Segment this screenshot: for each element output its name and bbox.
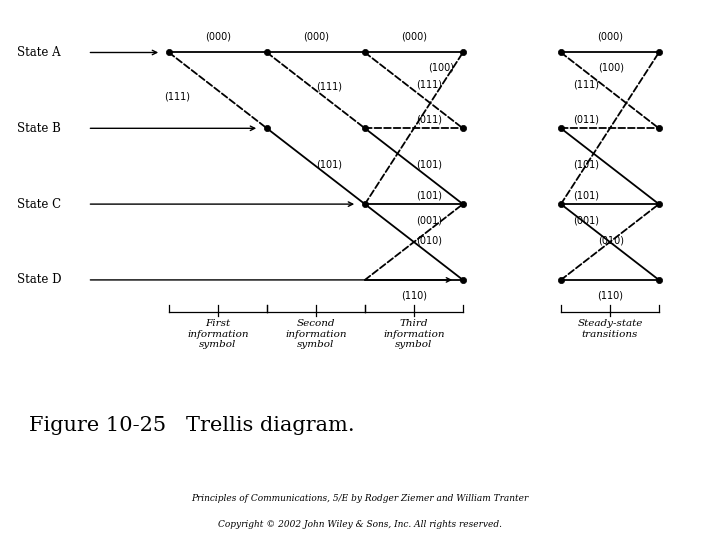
Text: (101): (101) [316, 160, 342, 170]
Text: (000): (000) [401, 32, 427, 42]
Text: Third
information
symbol: Third information symbol [383, 319, 445, 349]
Text: (101): (101) [416, 190, 442, 200]
Text: Principles of Communications, 5/E by Rodger Ziemer and William Tranter: Principles of Communications, 5/E by Rod… [192, 494, 528, 503]
Text: State D: State D [17, 273, 61, 286]
Text: First
information
symbol: First information symbol [187, 319, 248, 349]
Text: State B: State B [17, 122, 61, 135]
Text: (101): (101) [572, 190, 598, 200]
Text: (101): (101) [572, 160, 598, 170]
Text: (111): (111) [164, 91, 191, 102]
Text: Steady-state
transitions: Steady-state transitions [577, 319, 642, 339]
Text: (110): (110) [401, 291, 427, 301]
Text: State A: State A [17, 46, 60, 59]
Text: (101): (101) [416, 160, 442, 170]
Text: (011): (011) [572, 114, 598, 124]
Text: Figure 10-25   Trellis diagram.: Figure 10-25 Trellis diagram. [29, 416, 354, 435]
Text: (010): (010) [598, 235, 624, 246]
Text: (011): (011) [416, 114, 442, 124]
Text: (100): (100) [598, 63, 624, 73]
Text: (001): (001) [416, 216, 442, 226]
Text: Second
information
symbol: Second information symbol [285, 319, 346, 349]
Text: (000): (000) [205, 32, 231, 42]
Text: (000): (000) [597, 32, 623, 42]
Text: (111): (111) [416, 79, 442, 89]
Text: (111): (111) [572, 79, 598, 89]
Text: (110): (110) [597, 291, 623, 301]
Text: (001): (001) [572, 216, 598, 226]
Text: Copyright © 2002 John Wiley & Sons, Inc. All rights reserved.: Copyright © 2002 John Wiley & Sons, Inc.… [218, 520, 502, 529]
Text: (100): (100) [428, 63, 454, 73]
Text: (000): (000) [303, 32, 329, 42]
Text: (010): (010) [416, 235, 442, 246]
Text: State C: State C [17, 198, 61, 211]
Text: (111): (111) [316, 82, 342, 92]
